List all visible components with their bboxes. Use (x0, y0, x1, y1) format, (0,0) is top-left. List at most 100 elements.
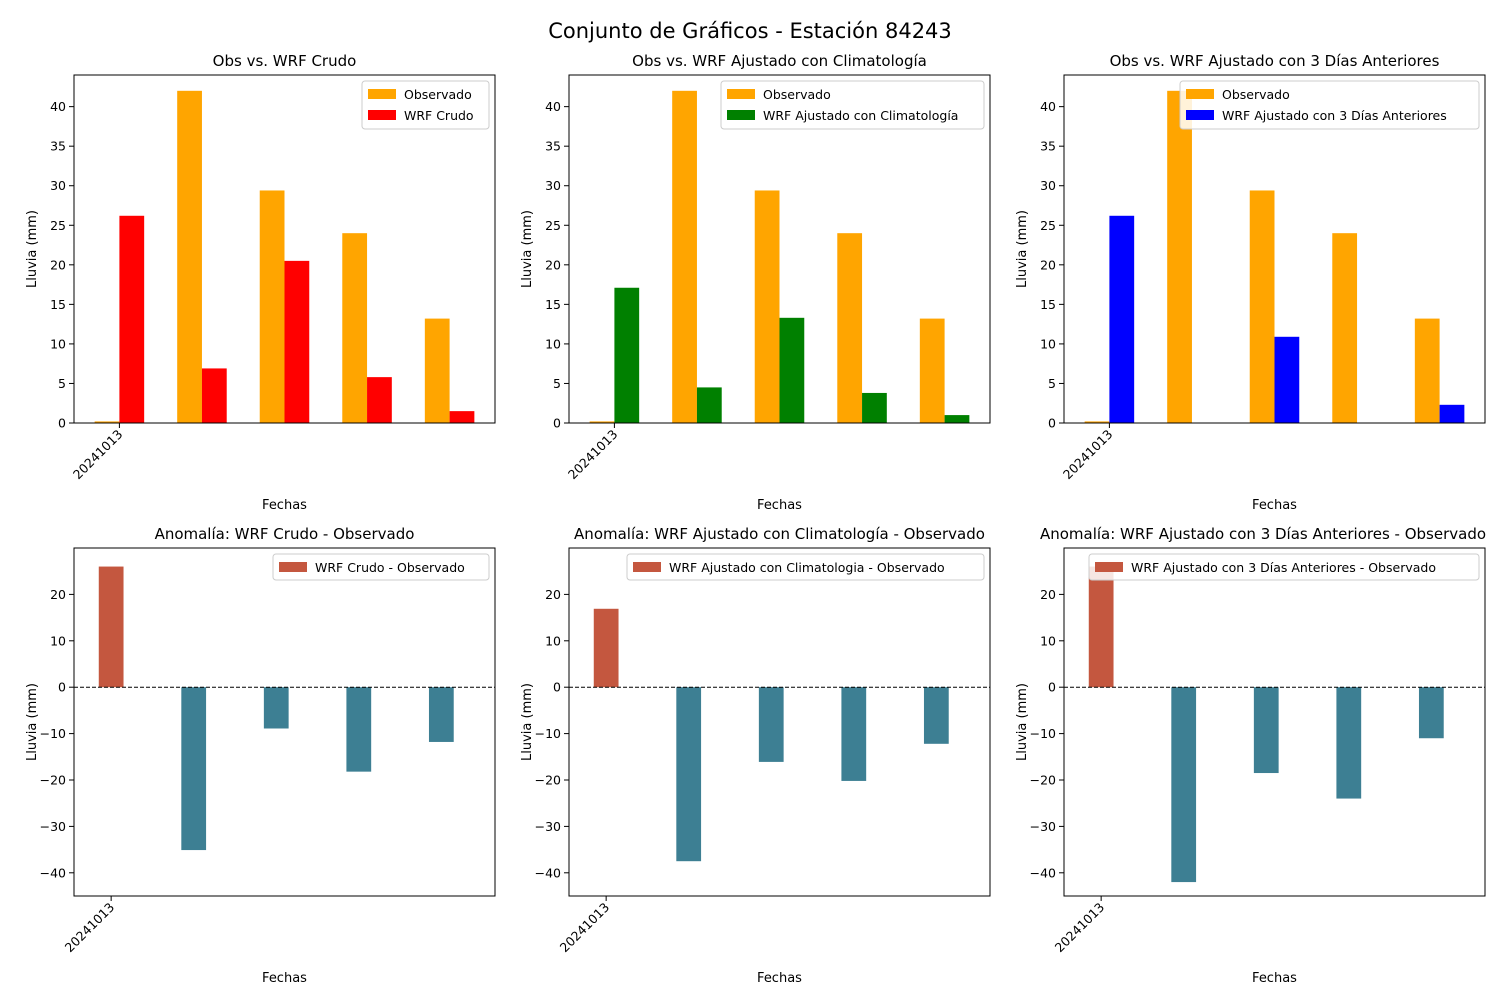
bar-anomalia (1088, 566, 1114, 688)
y-tick-label: 15 (50, 297, 66, 312)
bar-observado (672, 90, 697, 424)
y-axis-label: Lluvia (mm) (25, 683, 40, 761)
y-tick-label: 40 (545, 99, 561, 114)
y-axis-label: Lluvia (mm) (1015, 683, 1030, 761)
panel-title: Anomalía: WRF Ajustado con Climatología … (574, 525, 985, 543)
bar-wrf (449, 411, 475, 423)
y-tick-label: 10 (50, 633, 66, 648)
y-tick-label: 0 (58, 680, 66, 695)
bar-anomalia (181, 687, 207, 851)
legend-label: WRF Ajustado con 3 Días Anteriores - Obs… (1131, 560, 1436, 575)
legend-box (626, 553, 985, 581)
y-tick-label: 0 (1048, 416, 1056, 431)
y-tick-label: −30 (40, 819, 66, 834)
y-axis-label: Lluvia (mm) (1015, 210, 1030, 288)
y-axis-label: Lluvia (mm) (25, 210, 40, 288)
legend-label: WRF Crudo (404, 108, 474, 123)
x-tick-label: 20241013 (557, 900, 613, 956)
bar-observado (1249, 190, 1275, 423)
bar-observado (177, 90, 202, 424)
bar-observado (1084, 421, 1110, 423)
y-tick-label: 20 (50, 257, 66, 272)
legend-label: Observado (763, 87, 831, 102)
legend-swatch (727, 89, 755, 99)
y-tick-label: −20 (40, 773, 66, 788)
y-tick-label: 25 (545, 218, 561, 233)
legend-swatch (1186, 89, 1214, 99)
bar-anomalia (923, 687, 949, 744)
y-tick-label: 0 (553, 416, 561, 431)
bar-wrf (862, 392, 887, 423)
x-tick-label: 20241013 (565, 427, 621, 483)
y-tick-label: −40 (535, 865, 561, 880)
y-tick-label: −40 (40, 865, 66, 880)
legend-label: WRF Ajustado con 3 Días Anteriores (1222, 108, 1447, 123)
bar-anomalia (676, 687, 702, 862)
bar-anomalia (758, 687, 784, 762)
x-axis-label: Fechas (1252, 971, 1297, 986)
bar-wrf (779, 317, 805, 423)
legend-label: WRF Ajustado con Climatología (763, 108, 958, 123)
y-tick-label: 30 (545, 178, 561, 193)
panel-title: Obs vs. WRF Ajustado con Climatología (632, 52, 927, 70)
legend-swatch (727, 110, 755, 120)
axes-frame (1063, 547, 1486, 897)
x-tick-label: 20241013 (1060, 427, 1116, 483)
bar-anomalia (1336, 687, 1362, 799)
bar-anomalia (346, 687, 372, 772)
bar-wrf (1274, 336, 1300, 423)
y-tick-label: −30 (1030, 819, 1056, 834)
y-tick-label: 30 (50, 178, 66, 193)
y-tick-label: 20 (545, 257, 561, 272)
axes-frame (73, 547, 496, 897)
y-tick-label: 35 (1040, 139, 1056, 154)
y-tick-label: 20 (1040, 257, 1056, 272)
y-tick-label: −10 (1030, 726, 1056, 741)
y-tick-label: −30 (535, 819, 561, 834)
bar-observado (1414, 318, 1440, 423)
y-tick-label: 15 (545, 297, 561, 312)
x-axis-label: Fechas (1252, 498, 1297, 513)
y-tick-label: 30 (1040, 178, 1056, 193)
panel-title: Anomalía: WRF Crudo - Observado (155, 525, 415, 543)
figure-title: Conjunto de Gráficos - Estación 84243 (548, 19, 952, 43)
y-tick-label: 0 (58, 416, 66, 431)
y-tick-label: −10 (535, 726, 561, 741)
x-axis-label: Fechas (262, 971, 307, 986)
legend-box (1179, 80, 1480, 130)
legend-box (1088, 553, 1480, 581)
y-axis-label: Lluvia (mm) (520, 683, 535, 761)
y-tick-label: 5 (553, 376, 561, 391)
x-tick-label: 20241013 (70, 427, 126, 483)
x-axis-label: Fechas (757, 971, 802, 986)
panel-title: Obs vs. WRF Ajustado con 3 Días Anterior… (1110, 52, 1440, 70)
x-axis-label: Fechas (262, 498, 307, 513)
bar-observado (837, 233, 863, 423)
legend-label: WRF Crudo - Observado (315, 560, 465, 575)
bar-observado (1167, 90, 1192, 424)
legend-label: Observado (1222, 87, 1290, 102)
y-tick-label: −20 (1030, 773, 1056, 788)
legend-swatch (1186, 110, 1214, 120)
x-tick-label: 20241013 (62, 900, 118, 956)
y-tick-label: 40 (1040, 99, 1056, 114)
y-tick-label: 35 (545, 139, 561, 154)
y-tick-label: 25 (1040, 218, 1056, 233)
bar-observado (342, 233, 368, 423)
legend-swatch (633, 562, 661, 572)
y-tick-label: 0 (553, 680, 561, 695)
bar-wrf (614, 287, 640, 423)
y-tick-label: 10 (545, 336, 561, 351)
bar-wrf (1439, 404, 1465, 423)
x-tick-label: 20241013 (1052, 900, 1108, 956)
bar-observado (424, 318, 450, 423)
bar-anomalia (1171, 687, 1197, 883)
bar-wrf (696, 387, 722, 423)
bar-anomalia (263, 687, 289, 729)
legend-label: WRF Ajustado con Climatologia - Observad… (669, 560, 945, 575)
bar-wrf (367, 377, 392, 423)
y-tick-label: 10 (1040, 336, 1056, 351)
legend-box (720, 80, 985, 130)
y-tick-label: −10 (40, 726, 66, 741)
